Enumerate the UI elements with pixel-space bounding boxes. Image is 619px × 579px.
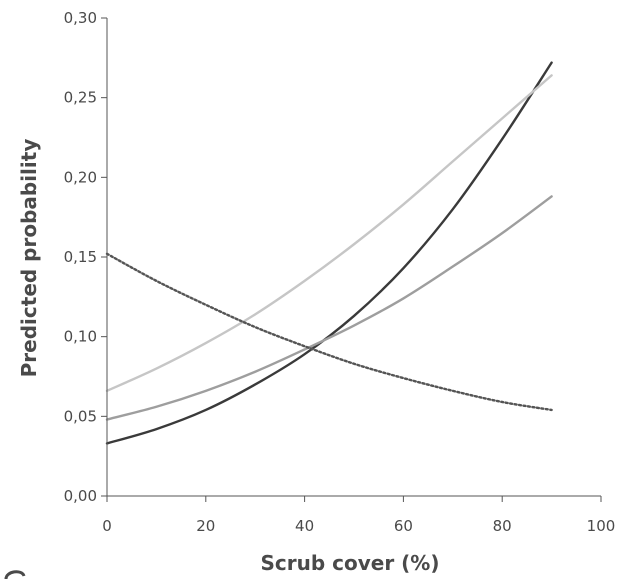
x-tick-label: 60 <box>394 517 413 535</box>
series-line-1 <box>105 61 553 445</box>
x-tick-label: 20 <box>196 517 215 535</box>
y-tick-label: 0,30 <box>64 9 97 27</box>
x-tick-label: 40 <box>295 517 314 535</box>
y-axis-title: Predicted probability <box>17 139 41 378</box>
x-axis-title: Scrub cover (%) <box>261 551 440 575</box>
y-tick-label: 0,10 <box>64 328 97 346</box>
y-tick-label: 0,25 <box>64 89 97 107</box>
y-tick-label: 0,15 <box>64 248 97 266</box>
axes <box>101 17 602 502</box>
series-line-4 <box>105 252 553 412</box>
y-tick-label: 0,20 <box>64 168 97 186</box>
series-line-2 <box>105 74 553 393</box>
series-line-3 <box>105 195 553 421</box>
x-tick-label: 100 <box>587 517 616 535</box>
tick-labels: 0,00 0,05 0,10 0,15 0,20 0,25 0,30 0 20 40 60 80 100 <box>64 9 616 535</box>
y-tick-label: 0,00 <box>64 487 97 505</box>
y-tick-label: 0,05 <box>64 407 97 425</box>
x-tick-label: 80 <box>493 517 512 535</box>
x-tick-label: 0 <box>102 517 112 535</box>
panel-letter-fragment <box>4 570 26 579</box>
series-group <box>105 61 553 445</box>
